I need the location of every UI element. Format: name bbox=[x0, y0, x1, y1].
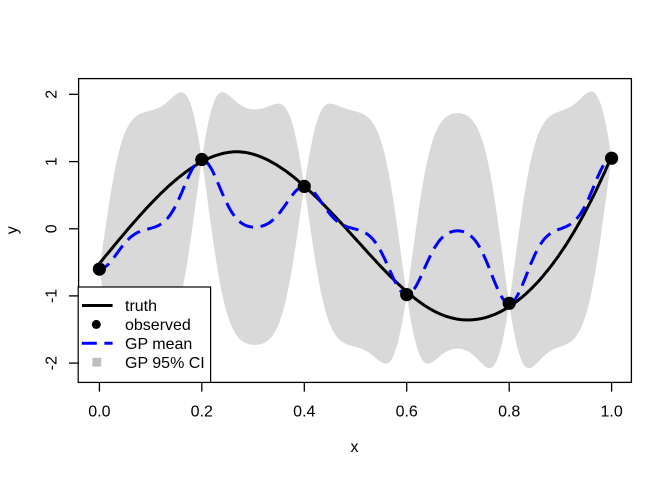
svg-text:2: 2 bbox=[44, 90, 61, 99]
svg-text:0.4: 0.4 bbox=[293, 404, 315, 421]
svg-text:0.6: 0.6 bbox=[396, 404, 418, 421]
svg-text:GP 95% CI: GP 95% CI bbox=[125, 355, 205, 372]
svg-text:-2: -2 bbox=[44, 356, 61, 370]
svg-text:0.2: 0.2 bbox=[191, 404, 213, 421]
svg-text:y: y bbox=[4, 226, 21, 234]
svg-text:1: 1 bbox=[44, 157, 61, 166]
svg-text:0.0: 0.0 bbox=[88, 404, 110, 421]
svg-text:1.0: 1.0 bbox=[600, 404, 622, 421]
svg-text:-1: -1 bbox=[44, 289, 61, 303]
svg-text:GP mean: GP mean bbox=[125, 336, 192, 353]
svg-text:truth: truth bbox=[125, 298, 157, 315]
svg-text:x: x bbox=[351, 439, 359, 456]
svg-text:observed: observed bbox=[125, 317, 191, 334]
svg-text:0.8: 0.8 bbox=[498, 404, 520, 421]
svg-text:0: 0 bbox=[44, 224, 61, 233]
